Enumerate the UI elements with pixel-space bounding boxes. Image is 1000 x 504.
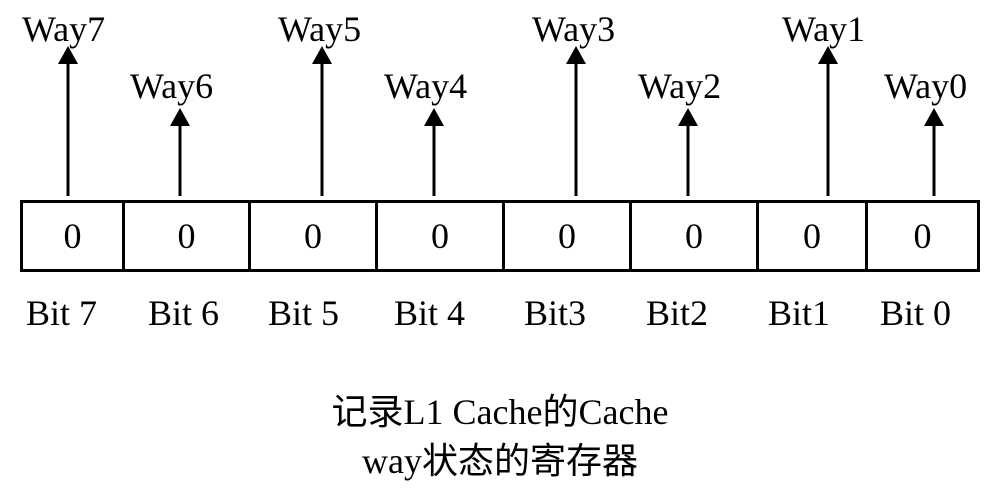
caption-line-1: 记录L1 Cache的Cache (332, 388, 669, 437)
way-label-6: Way6 (130, 65, 213, 107)
register-cell-4: 0 (378, 203, 505, 269)
way-label-5: Way5 (278, 8, 361, 50)
bit-label-7: Bit 7 (26, 292, 97, 334)
bit-label-0: Bit 0 (880, 292, 951, 334)
register-cell-0: 0 (868, 203, 977, 269)
way-label-0: Way0 (884, 65, 967, 107)
register-cell-2: 0 (632, 203, 759, 269)
register-cell-6: 0 (125, 203, 251, 269)
bit-label-1: Bit1 (768, 292, 830, 334)
bit-label-2: Bit2 (646, 292, 708, 334)
caption-line-2: way状态的寄存器 (332, 437, 669, 486)
bit-label-6: Bit 6 (148, 292, 219, 334)
way-label-1: Way1 (782, 8, 865, 50)
register-row: 0 0 0 0 0 0 0 0 (20, 200, 980, 272)
way-label-3: Way3 (532, 8, 615, 50)
register-cell-3: 0 (505, 203, 632, 269)
way-label-7: Way7 (22, 8, 105, 50)
way-label-4: Way4 (384, 65, 467, 107)
register-cell-1: 0 (759, 203, 868, 269)
register-cell-7: 0 (23, 203, 125, 269)
caption: 记录L1 Cache的Cache way状态的寄存器 (332, 388, 669, 485)
bit-label-5: Bit 5 (268, 292, 339, 334)
diagram-container: Way7 Way5 Way3 Way1 Way6 Way4 Way2 Way0 (0, 0, 1000, 504)
register-cell-5: 0 (251, 203, 378, 269)
way-label-2: Way2 (638, 65, 721, 107)
bit-label-4: Bit 4 (394, 292, 465, 334)
bit-label-3: Bit3 (524, 292, 586, 334)
